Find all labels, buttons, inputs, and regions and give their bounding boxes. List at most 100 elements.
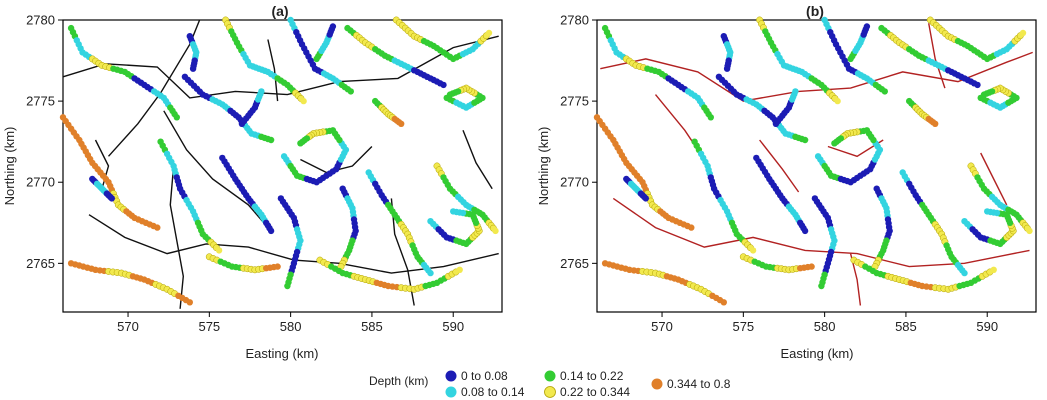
- panel-a-x-axis-label: Easting (km): [246, 346, 319, 361]
- depth-point-t18: [808, 263, 815, 270]
- depth-point-t12: [284, 282, 291, 290]
- x-tick-label: 580: [280, 319, 302, 334]
- depth-point-t7: [980, 91, 988, 98]
- depth-point-t23: [258, 88, 265, 95]
- panel-a-depth-points: [59, 16, 499, 306]
- depth-point-t2: [267, 136, 275, 144]
- depth-point-t4: [347, 88, 354, 95]
- lineament-6: [980, 152, 1008, 206]
- x-tick-label: 585: [895, 319, 917, 334]
- depth-point-t10: [801, 227, 809, 235]
- legend-label-1: 0.08 to 0.14: [461, 385, 525, 399]
- depth-point-t17: [720, 299, 727, 306]
- x-tick-label: 570: [117, 319, 139, 334]
- depth-point-t24: [329, 23, 337, 30]
- y-tick-label: 2765: [560, 256, 589, 271]
- x-tick-label: 590: [442, 319, 464, 334]
- legend-label-0: 0 to 0.08: [461, 369, 508, 383]
- depth-point-t20: [189, 65, 197, 72]
- lineament-2: [88, 214, 499, 274]
- depth-point-t3: [834, 97, 841, 105]
- panel-a-plot-area: [62, 19, 503, 313]
- depth-point-t9: [215, 247, 223, 254]
- panel-b-title: (b): [806, 3, 824, 19]
- lineament-7: [267, 39, 279, 102]
- y-tick-label: 2775: [26, 94, 55, 109]
- legend-swatch-4: [651, 378, 663, 390]
- lineament-5: [928, 23, 946, 89]
- lineament-3: [759, 139, 800, 193]
- y-tick-label: 2770: [26, 175, 55, 190]
- depth-point-t22: [932, 120, 939, 128]
- panel-b-depth-points: [593, 16, 1033, 306]
- lineament-4: [300, 146, 373, 174]
- depth-point-t18: [274, 263, 281, 270]
- depth-point-t24: [863, 23, 871, 30]
- depth-point-t5: [440, 81, 447, 89]
- panel-a-y-axis-label: Northing (km): [2, 127, 17, 206]
- panel-a: (a) 570 575 580 585 590 2765 2770 2775 2780 Eas…: [2, 3, 503, 361]
- y-tick-label: 2765: [26, 256, 55, 271]
- legend-label-3: 0.22 to 0.344: [560, 385, 630, 399]
- depth-point-t14: [961, 269, 968, 277]
- depth-point-t1: [707, 114, 714, 121]
- depth-point-t21: [108, 195, 116, 202]
- depth-point-t14: [427, 269, 434, 277]
- panel-b-y-axis: 2765 2770 2775 2780: [560, 13, 597, 271]
- x-tick-label: 570: [651, 319, 673, 334]
- x-tick-label: 575: [198, 319, 220, 334]
- depth-point-t7: [446, 91, 454, 98]
- depth-point-t6: [1019, 29, 1027, 37]
- depth-point-t11: [831, 140, 838, 147]
- depth-point-t12: [818, 282, 825, 290]
- depth-point-t8: [688, 224, 695, 231]
- panel-a-x-axis: 570 575 580 585 590: [117, 312, 464, 334]
- depth-point-t15: [492, 227, 499, 235]
- depth-point-t2: [801, 136, 809, 144]
- depth-point-t6: [485, 29, 493, 37]
- depth-point-t5: [974, 81, 981, 89]
- legend-swatch-3: [544, 386, 556, 398]
- panel-b-x-axis: 570 575 580 585 590: [651, 312, 998, 334]
- depth-point-t4: [881, 88, 888, 95]
- y-tick-label: 2780: [560, 13, 589, 28]
- legend-swatch-0: [445, 370, 457, 382]
- panel-a-title: (a): [271, 3, 288, 19]
- depth-point-t1: [173, 114, 180, 121]
- y-tick-label: 2770: [560, 175, 589, 190]
- panel-b-y-axis-label: Northing (km): [536, 127, 551, 206]
- x-tick-label: 585: [361, 319, 383, 334]
- depth-legend: Depth (km) 0 to 0.08 0.08 to 0.14 0.14 t…: [369, 369, 731, 399]
- legend-title: Depth (km): [369, 374, 428, 388]
- lineament-3: [163, 110, 269, 229]
- legend-swatch-1: [445, 386, 457, 398]
- legend-label-4: 0.344 to 0.8: [667, 377, 731, 391]
- depth-point-t23: [792, 88, 799, 95]
- panel-b: (b) 570 575 580 585 590 2765 2770 2775 2780 Eas…: [536, 3, 1037, 361]
- depth-point-t21: [642, 195, 649, 202]
- depth-point-t9: [749, 247, 757, 254]
- depth-point-t19: [990, 266, 997, 273]
- depth-point-t3: [300, 97, 307, 105]
- lineament-6: [169, 165, 185, 309]
- depth-point-t19: [456, 266, 463, 273]
- depth-point-t8: [154, 224, 161, 231]
- depth-point-t22: [398, 120, 405, 128]
- x-tick-label: 575: [732, 319, 754, 334]
- lineament-9: [462, 130, 493, 190]
- depth-point-t15: [1026, 227, 1033, 235]
- panel-a-y-axis: 2765 2770 2775 2780: [26, 13, 63, 271]
- depth-point-t17: [186, 299, 193, 306]
- legend-swatch-2: [544, 370, 556, 382]
- x-tick-label: 590: [976, 319, 998, 334]
- depth-point-t16: [984, 208, 991, 215]
- depth-point-t20: [723, 65, 731, 72]
- y-tick-label: 2775: [560, 94, 589, 109]
- depth-point-t10: [267, 227, 275, 235]
- legend-label-2: 0.14 to 0.22: [560, 369, 624, 383]
- panel-b-x-axis-label: Easting (km): [781, 346, 854, 361]
- x-tick-label: 580: [814, 319, 836, 334]
- depth-point-t11: [297, 140, 304, 147]
- depth-point-t16: [450, 208, 457, 215]
